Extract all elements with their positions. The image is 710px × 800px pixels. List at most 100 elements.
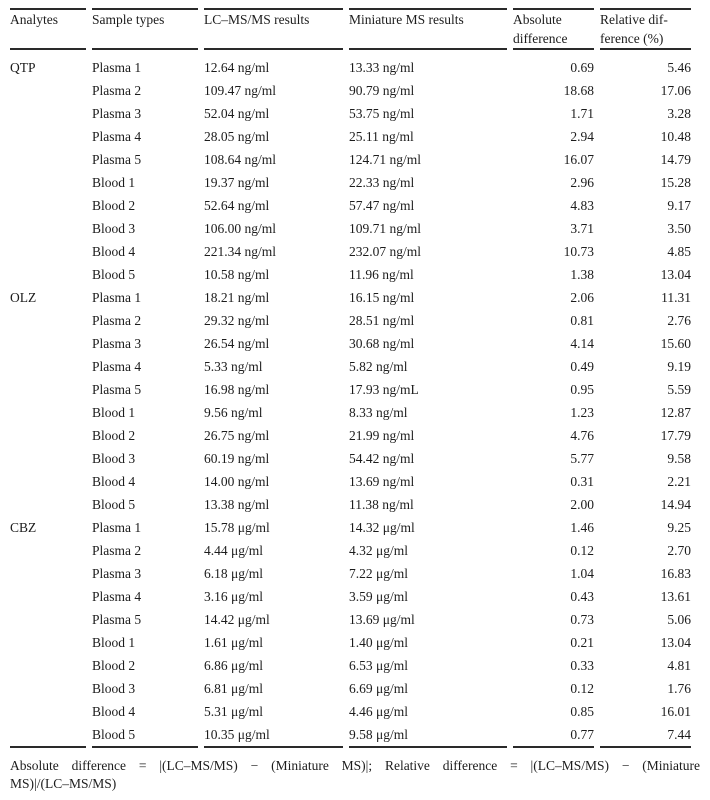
sample-type-cell: Blood 1: [92, 405, 136, 420]
lcms-result-cell: 6.18 μg/ml: [204, 566, 263, 581]
miniature-ms-result-cell: 8.33 ng/ml: [349, 405, 408, 420]
analyte-cell: [10, 332, 86, 355]
table-row: Blood 2 26.75 ng/ml 21.99 ng/ml 4.76 17.…: [10, 424, 691, 447]
sample-type-cell: Plasma 5: [92, 152, 142, 167]
analyte-cell: [10, 217, 86, 240]
col-header-miniature-ms-results: Miniature MS results: [349, 8, 507, 50]
col-header-analytes: Analytes: [10, 8, 86, 50]
absolute-difference-cell: 0.81: [570, 313, 594, 328]
analyte-cell: [10, 378, 86, 401]
table-row: Plasma 5 14.42 μg/ml 13.69 μg/ml 0.73 5.…: [10, 608, 691, 631]
absolute-difference-cell: 0.12: [570, 543, 594, 558]
absolute-difference-cell: 4.14: [570, 336, 594, 351]
table-row: Blood 5 10.35 μg/ml 9.58 μg/ml 0.77 7.44: [10, 723, 691, 748]
lcms-result-cell: 4.44 μg/ml: [204, 543, 263, 558]
sample-type-cell: Plasma 4: [92, 359, 142, 374]
lcms-result-cell: 18.21 ng/ml: [204, 290, 270, 305]
absolute-difference-cell: 1.38: [570, 267, 594, 282]
table-body: QTP Plasma 1 12.64 ng/ml 13.33 ng/ml 0.6…: [10, 50, 691, 748]
lcms-result-cell: 26.54 ng/ml: [204, 336, 270, 351]
lcms-result-cell: 5.33 ng/ml: [204, 359, 263, 374]
relative-difference-cell: 17.06: [660, 83, 691, 98]
analyte-cell: [10, 240, 86, 263]
miniature-ms-result-cell: 5.82 ng/ml: [349, 359, 408, 374]
absolute-difference-cell: 1.04: [570, 566, 594, 581]
table-row: Blood 1 1.61 μg/ml 1.40 μg/ml 0.21 13.04: [10, 631, 691, 654]
miniature-ms-result-cell: 1.40 μg/ml: [349, 635, 408, 650]
absolute-difference-cell: 2.96: [570, 175, 594, 190]
miniature-ms-result-cell: 54.42 ng/ml: [349, 451, 415, 466]
absolute-difference-cell: 16.07: [563, 152, 594, 167]
lcms-result-cell: 6.86 μg/ml: [204, 658, 263, 673]
sample-type-cell: Plasma 4: [92, 129, 142, 144]
analyte-cell: [10, 631, 86, 654]
analyte-cell: [10, 401, 86, 424]
footnote-line-2: MS)|/(LC–MS/MS): [10, 776, 117, 791]
table-row: Blood 2 6.86 μg/ml 6.53 μg/ml 0.33 4.81: [10, 654, 691, 677]
relative-difference-cell: 12.87: [660, 405, 691, 420]
analyte-cell: CBZ: [10, 520, 37, 535]
table-row: Blood 5 13.38 ng/ml 11.38 ng/ml 2.00 14.…: [10, 493, 691, 516]
relative-difference-cell: 15.60: [660, 336, 691, 351]
table-row: Plasma 2 109.47 ng/ml 90.79 ng/ml 18.68 …: [10, 79, 691, 102]
results-table: Analytes Sample types LC–MS/MS results M…: [4, 8, 697, 748]
relative-difference-cell: 5.46: [667, 60, 691, 75]
absolute-difference-cell: 0.95: [570, 382, 594, 397]
absolute-difference-cell: 0.69: [570, 60, 594, 75]
absolute-difference-cell: 2.94: [570, 129, 594, 144]
table-row: CBZ Plasma 1 15.78 μg/ml 14.32 μg/ml 1.4…: [10, 516, 691, 539]
analyte-cell: [10, 562, 86, 585]
miniature-ms-result-cell: 14.32 μg/ml: [349, 520, 415, 535]
analyte-cell: [10, 585, 86, 608]
miniature-ms-result-cell: 11.38 ng/ml: [349, 497, 414, 512]
relative-difference-cell: 17.79: [660, 428, 691, 443]
table-row: Plasma 4 28.05 ng/ml 25.11 ng/ml 2.94 10…: [10, 125, 691, 148]
sample-type-cell: Plasma 5: [92, 382, 142, 397]
miniature-ms-result-cell: 13.69 μg/ml: [349, 612, 415, 627]
analyte-cell: [10, 654, 86, 677]
table-row: Plasma 2 4.44 μg/ml 4.32 μg/ml 0.12 2.70: [10, 539, 691, 562]
absolute-difference-cell: 0.31: [570, 474, 594, 489]
miniature-ms-result-cell: 6.53 μg/ml: [349, 658, 408, 673]
absolute-difference-cell: 1.23: [570, 405, 594, 420]
analyte-cell: [10, 424, 86, 447]
miniature-ms-result-cell: 13.69 ng/ml: [349, 474, 415, 489]
table-row: OLZ Plasma 1 18.21 ng/ml 16.15 ng/ml 2.0…: [10, 286, 691, 309]
table-footnote: Absolute difference = |(LC–MS/MS) − (Min…: [10, 757, 700, 793]
relative-difference-cell: 9.19: [667, 359, 691, 374]
table-row: Plasma 3 6.18 μg/ml 7.22 μg/ml 1.04 16.8…: [10, 562, 691, 585]
absolute-difference-cell: 1.46: [570, 520, 594, 535]
analyte-cell: OLZ: [10, 290, 37, 305]
analyte-cell: [10, 723, 86, 748]
analyte-cell: [10, 447, 86, 470]
miniature-ms-result-cell: 30.68 ng/ml: [349, 336, 415, 351]
table-row: Blood 4 14.00 ng/ml 13.69 ng/ml 0.31 2.2…: [10, 470, 691, 493]
analyte-cell: [10, 700, 86, 723]
absolute-difference-cell: 18.68: [563, 83, 594, 98]
col-header-sample-types: Sample types: [92, 8, 198, 50]
lcms-result-cell: 10.35 μg/ml: [204, 723, 343, 748]
absolute-difference-cell: 1.71: [570, 106, 594, 121]
absolute-difference-cell: 0.77: [513, 723, 594, 748]
footnote-line-1: Absolute difference = |(LC–MS/MS) − (Min…: [10, 758, 700, 773]
absolute-difference-cell: 0.21: [570, 635, 594, 650]
analyte-cell: [10, 470, 86, 493]
sample-type-cell: Blood 5: [92, 497, 136, 512]
relative-difference-cell: 11.31: [661, 290, 691, 305]
miniature-ms-result-cell: 53.75 ng/ml: [349, 106, 415, 121]
analyte-cell: [10, 608, 86, 631]
absolute-difference-cell: 0.12: [570, 681, 594, 696]
table-row: Plasma 2 29.32 ng/ml 28.51 ng/ml 0.81 2.…: [10, 309, 691, 332]
relative-difference-cell: 10.48: [660, 129, 691, 144]
analyte-cell: [10, 263, 86, 286]
relative-difference-cell: 3.50: [667, 221, 691, 236]
sample-type-cell: Plasma 1: [92, 60, 142, 75]
lcms-result-cell: 16.98 ng/ml: [204, 382, 270, 397]
sample-type-cell: Plasma 1: [92, 290, 142, 305]
miniature-ms-result-cell: 232.07 ng/ml: [349, 244, 422, 259]
lcms-result-cell: 1.61 μg/ml: [204, 635, 263, 650]
relative-difference-cell: 5.59: [667, 382, 691, 397]
absolute-difference-cell: 10.73: [563, 244, 594, 259]
sample-type-cell: Plasma 1: [92, 520, 142, 535]
